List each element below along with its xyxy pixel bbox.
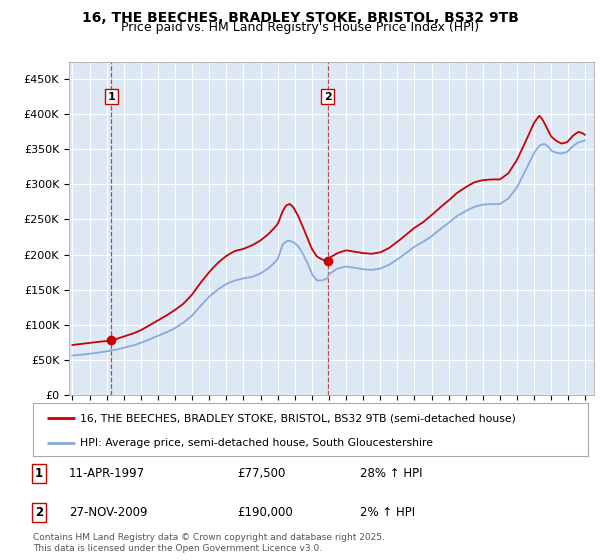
Text: 11-APR-1997: 11-APR-1997 — [69, 466, 145, 480]
Text: 2% ↑ HPI: 2% ↑ HPI — [360, 506, 415, 519]
Text: 16, THE BEECHES, BRADLEY STOKE, BRISTOL, BS32 9TB: 16, THE BEECHES, BRADLEY STOKE, BRISTOL,… — [82, 11, 518, 25]
Text: 1: 1 — [35, 466, 43, 480]
Text: 2: 2 — [35, 506, 43, 519]
Text: £190,000: £190,000 — [237, 506, 293, 519]
Text: 28% ↑ HPI: 28% ↑ HPI — [360, 466, 422, 480]
Text: 16, THE BEECHES, BRADLEY STOKE, BRISTOL, BS32 9TB (semi-detached house): 16, THE BEECHES, BRADLEY STOKE, BRISTOL,… — [80, 413, 516, 423]
Text: Contains HM Land Registry data © Crown copyright and database right 2025.
This d: Contains HM Land Registry data © Crown c… — [33, 533, 385, 553]
Text: 2: 2 — [323, 92, 331, 101]
Text: HPI: Average price, semi-detached house, South Gloucestershire: HPI: Average price, semi-detached house,… — [80, 438, 433, 448]
Text: Price paid vs. HM Land Registry's House Price Index (HPI): Price paid vs. HM Land Registry's House … — [121, 21, 479, 34]
Text: 1: 1 — [107, 92, 115, 101]
Text: 27-NOV-2009: 27-NOV-2009 — [69, 506, 148, 519]
Text: £77,500: £77,500 — [237, 466, 286, 480]
